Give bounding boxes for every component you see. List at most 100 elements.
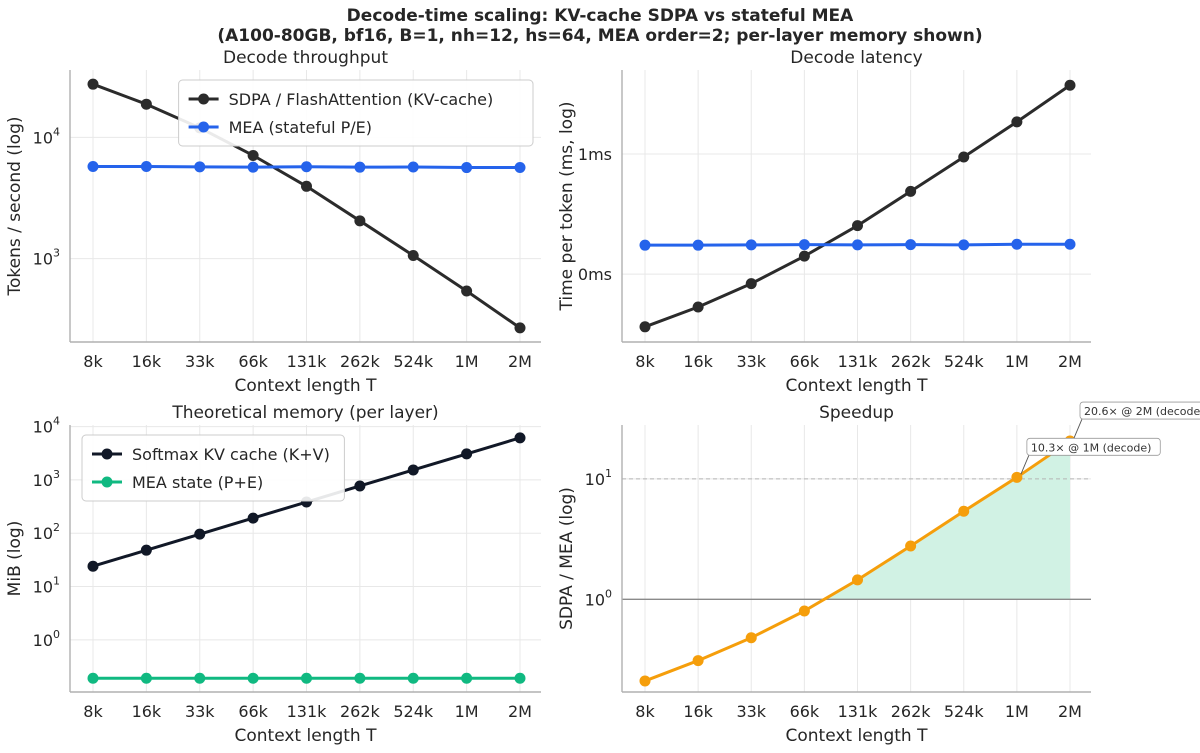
y-tick-label: 1ms bbox=[578, 145, 612, 164]
figure-title-line-1: Decode-time scaling: KV-cache SDPA vs st… bbox=[346, 6, 854, 26]
legend: Softmax KV cache (K+V) MEA state (P+E) bbox=[81, 434, 345, 502]
legend-entry-label: Softmax KV cache (K+V) bbox=[132, 445, 330, 464]
data-point bbox=[461, 285, 473, 297]
data-point bbox=[461, 162, 473, 174]
chart-latency: 8k 16k 33k 66k 131k 262k 524k 1M 2M 0ms 1ms Decode … bbox=[557, 48, 1091, 396]
data-point bbox=[87, 560, 99, 572]
figure-title-line-2: (A100-80GB, bf16, B=1, nh=12, hs=64, MEA… bbox=[217, 26, 983, 46]
data-point bbox=[247, 161, 259, 173]
x-tick-label: 262k bbox=[340, 702, 381, 721]
data-point bbox=[140, 672, 152, 684]
x-tick-label: 1M bbox=[455, 702, 479, 721]
x-tick-label: 524k bbox=[393, 702, 434, 721]
data-point bbox=[407, 250, 419, 262]
x-tick-label: 8k bbox=[635, 702, 655, 721]
y-tick-label: 101 bbox=[585, 467, 612, 489]
data-point bbox=[247, 512, 259, 524]
x-tick-label: 262k bbox=[891, 702, 932, 721]
y-tick-label: 104 bbox=[33, 415, 60, 437]
x-tick-label: 16k bbox=[683, 352, 713, 371]
x-tick-label: 66k bbox=[790, 702, 820, 721]
data-point bbox=[301, 161, 312, 173]
annotation-box bbox=[1079, 401, 1200, 420]
x-axis-label: Context length T bbox=[786, 376, 929, 396]
data-point bbox=[140, 544, 152, 556]
x-tick-label: 262k bbox=[891, 352, 932, 371]
data-point bbox=[852, 239, 863, 251]
x-tick-label: 131k bbox=[287, 702, 328, 721]
legend-frame bbox=[178, 79, 534, 147]
data-point bbox=[745, 632, 757, 644]
x-axis-label: Context length T bbox=[235, 726, 378, 746]
data-point bbox=[407, 161, 419, 173]
data-point bbox=[905, 239, 917, 251]
data-point bbox=[798, 250, 810, 262]
y-tick-label: 102 bbox=[33, 521, 60, 543]
y-tick-label: 0ms bbox=[578, 265, 612, 284]
data-point bbox=[639, 321, 651, 333]
data-point bbox=[958, 239, 970, 251]
x-tick-label: 2M bbox=[508, 702, 532, 721]
annotation-label: 20.6× @ 2M (decode) bbox=[1084, 405, 1200, 418]
x-tick-label: 262k bbox=[340, 352, 381, 371]
x-tick-label: 33k bbox=[736, 702, 766, 721]
data-point bbox=[87, 672, 99, 684]
x-tick-label: 33k bbox=[736, 352, 766, 371]
data-point bbox=[905, 540, 917, 552]
data-point bbox=[407, 672, 419, 684]
data-point bbox=[692, 301, 704, 313]
legend-entry-label: SDPA / FlashAttention (KV-cache) bbox=[229, 90, 494, 109]
data-point bbox=[514, 161, 526, 173]
x-tick-label: 16k bbox=[132, 702, 162, 721]
data-point bbox=[692, 239, 704, 251]
x-tick-label: 2M bbox=[1058, 702, 1082, 721]
data-point bbox=[639, 675, 651, 687]
x-tick-label: 66k bbox=[790, 352, 820, 371]
data-point bbox=[692, 655, 704, 667]
data-point bbox=[87, 78, 99, 90]
x-tick-label: 1M bbox=[1005, 352, 1029, 371]
data-point bbox=[354, 480, 366, 492]
x-tick-label: 1M bbox=[1005, 702, 1029, 721]
data-point bbox=[745, 278, 757, 290]
chart-title: Decode latency bbox=[790, 48, 922, 68]
x-tick-label: 8k bbox=[83, 702, 103, 721]
y-tick-label: 103 bbox=[33, 247, 60, 269]
x-tick-label: 2M bbox=[508, 352, 532, 371]
data-point bbox=[798, 239, 810, 251]
speedup-fill-area bbox=[824, 441, 1070, 600]
y-tick-label: 103 bbox=[33, 468, 60, 490]
y-tick-label: 104 bbox=[33, 125, 60, 147]
data-point bbox=[958, 505, 970, 517]
chart-title: Decode throughput bbox=[223, 48, 388, 68]
x-tick-label: 1M bbox=[455, 352, 479, 371]
legend-swatch-marker bbox=[198, 93, 210, 105]
y-axis-label: SDPA / MEA (log) bbox=[557, 487, 577, 630]
legend-swatch-marker bbox=[198, 121, 210, 133]
data-point bbox=[140, 161, 152, 173]
chart-speedup: 8k 16k 33k 66k 131k 262k 524k 1M 2M 100 101 Speedup… bbox=[557, 401, 1200, 746]
chart-title: Speedup bbox=[819, 403, 894, 423]
data-point bbox=[514, 432, 526, 444]
x-tick-label: 66k bbox=[238, 702, 268, 721]
data-point bbox=[354, 672, 366, 684]
x-axis-label: Context length T bbox=[235, 376, 378, 396]
data-point bbox=[958, 151, 970, 163]
chart-title: Theoretical memory (per layer) bbox=[171, 403, 438, 423]
x-axis-label: Context length T bbox=[786, 726, 929, 746]
x-tick-label: 2M bbox=[1058, 352, 1082, 371]
data-point bbox=[852, 574, 863, 586]
data-point bbox=[1064, 79, 1076, 91]
x-tick-label: 33k bbox=[185, 352, 215, 371]
x-tick-label: 33k bbox=[185, 702, 215, 721]
chart-memory: 8k 16k 33k 66k 131k 262k 524k 1M 2M 100 101 102 103 1… bbox=[5, 403, 541, 746]
legend-entry-label: MEA state (P+E) bbox=[132, 473, 263, 492]
data-point bbox=[905, 185, 917, 197]
data-point bbox=[140, 98, 152, 110]
x-tick-label: 131k bbox=[838, 702, 879, 721]
data-point bbox=[852, 220, 863, 232]
annotation-label: 10.3× @ 1M (decode) bbox=[1031, 441, 1152, 454]
data-point bbox=[247, 672, 259, 684]
y-axis-label: MiB (log) bbox=[5, 521, 25, 597]
